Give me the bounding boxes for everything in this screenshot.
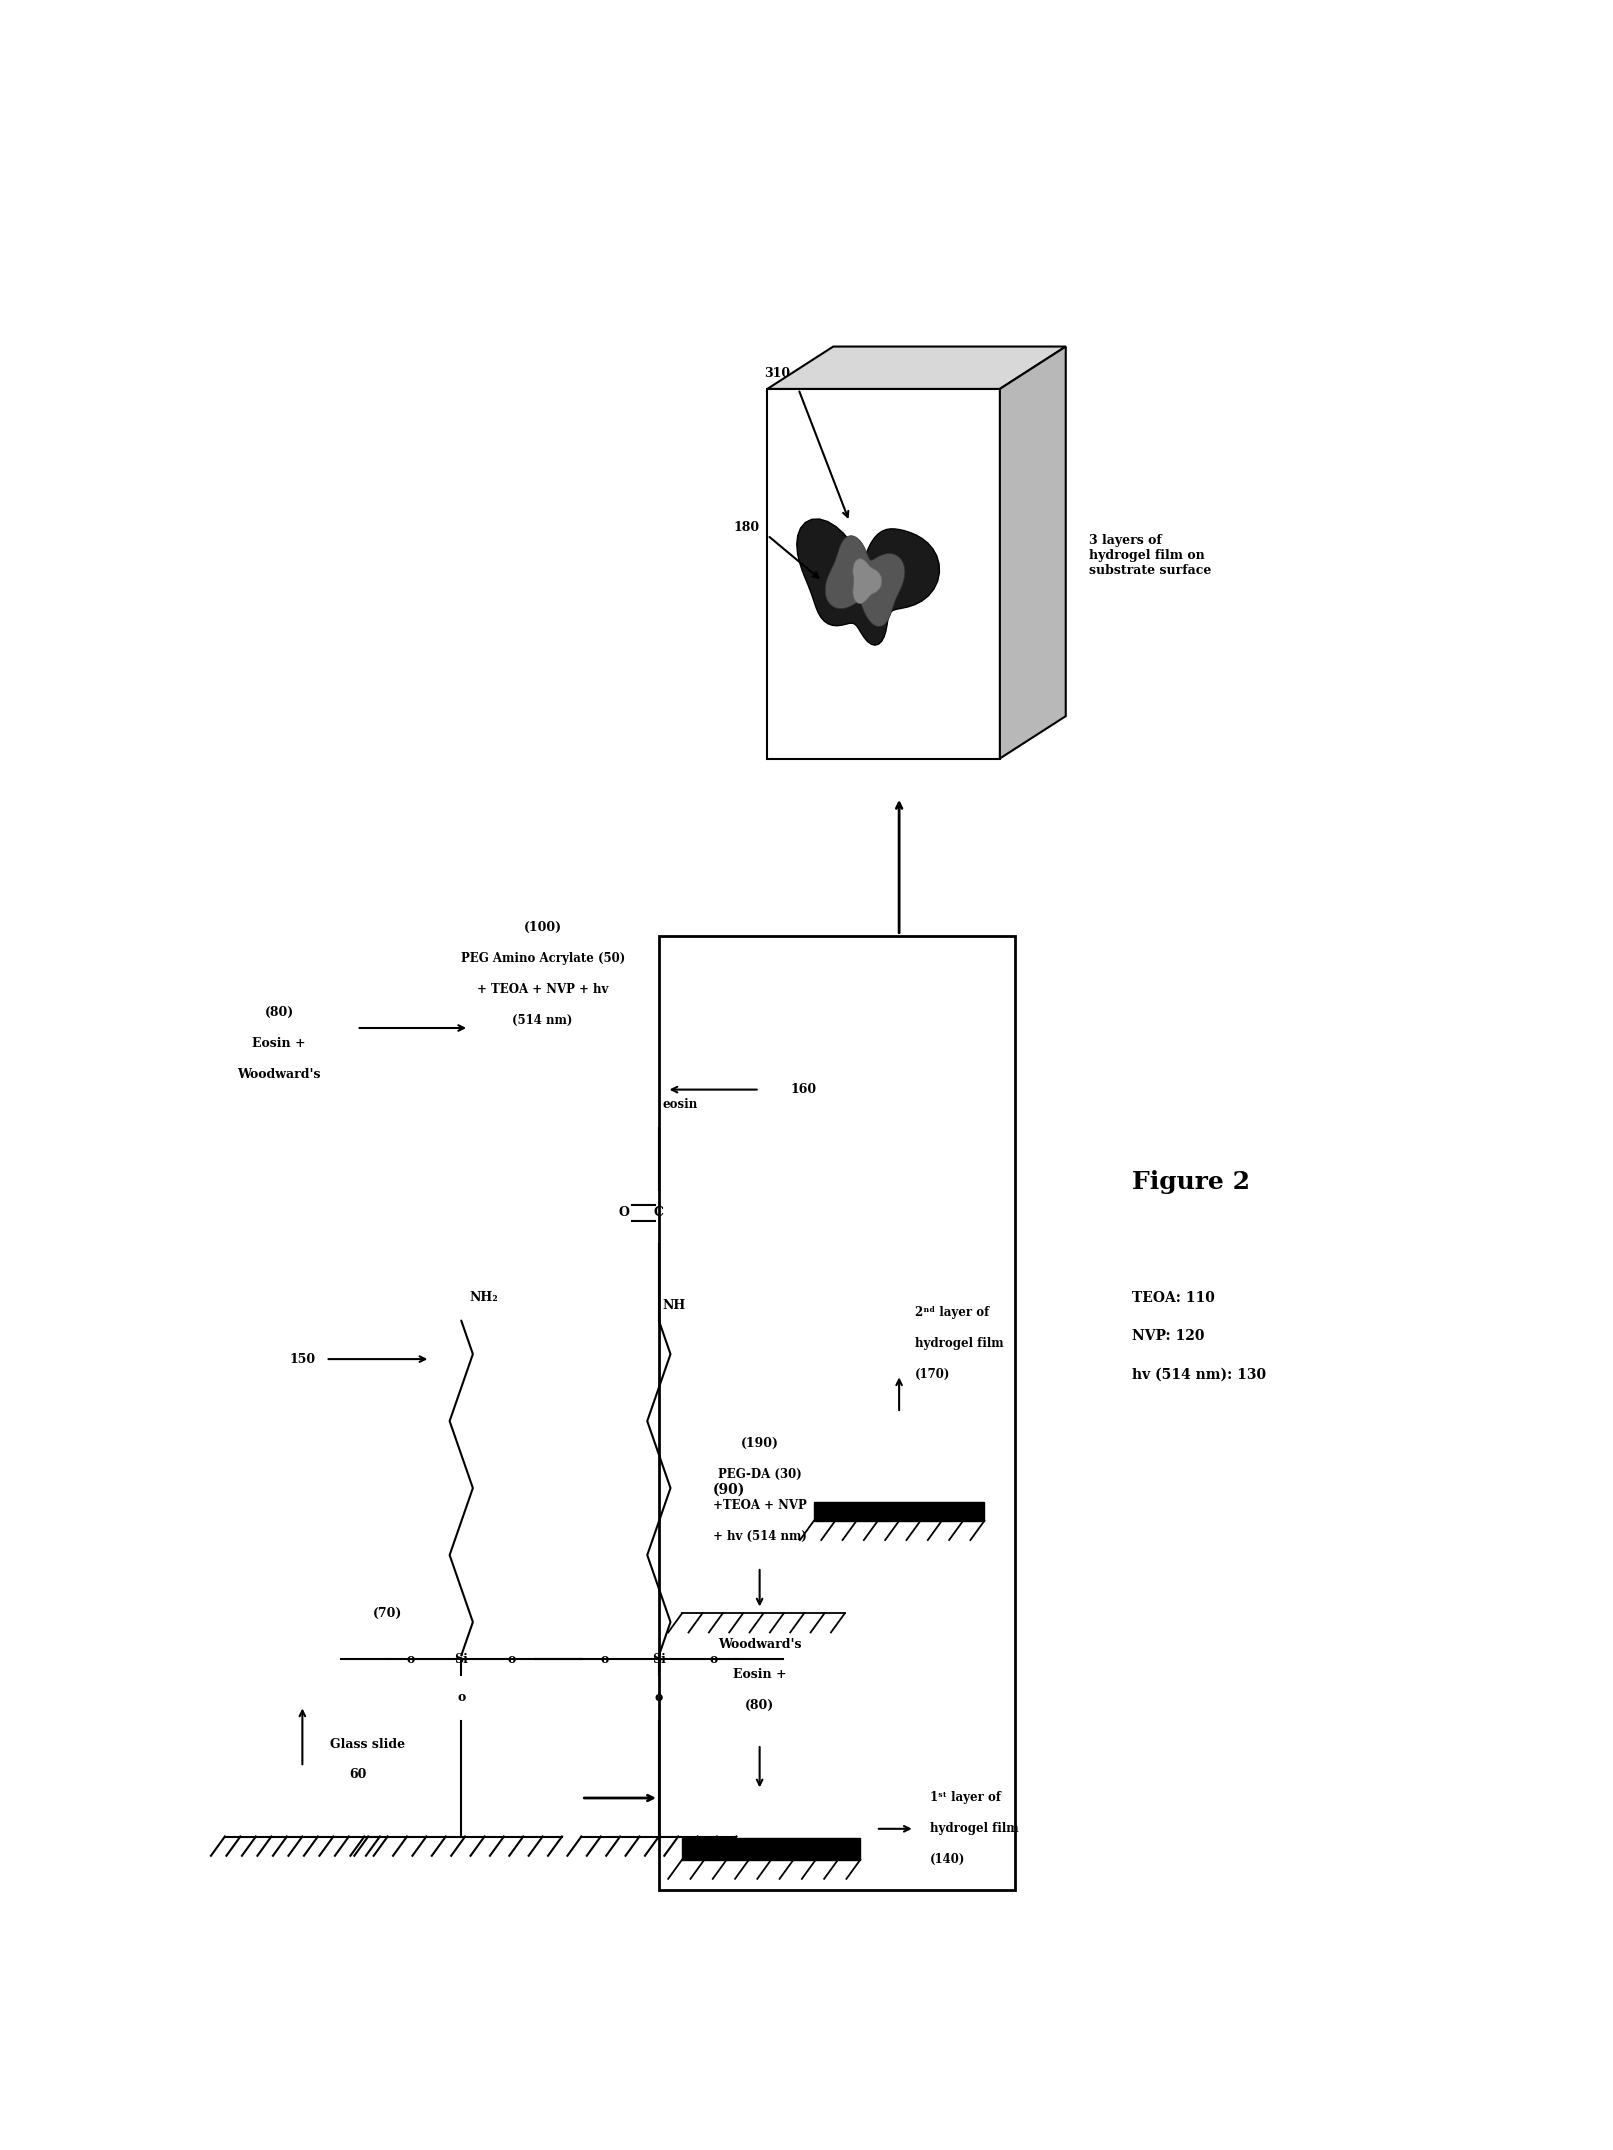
- Bar: [815, 1501, 984, 1520]
- Text: (70): (70): [373, 1606, 402, 1619]
- Polygon shape: [768, 346, 1066, 389]
- Text: NH: NH: [663, 1299, 686, 1312]
- Text: + TEOA + NVP + hv: + TEOA + NVP + hv: [477, 983, 608, 995]
- Text: 160: 160: [790, 1084, 816, 1096]
- Text: 310: 310: [765, 368, 790, 381]
- Text: o: o: [710, 1653, 718, 1666]
- Text: 180: 180: [734, 520, 760, 533]
- Text: Si: Si: [455, 1653, 468, 1666]
- Polygon shape: [853, 559, 882, 604]
- Text: Eosin +: Eosin +: [252, 1036, 306, 1049]
- Polygon shape: [1000, 346, 1066, 759]
- Text: (514 nm): (514 nm): [513, 1015, 573, 1028]
- Text: o: o: [655, 1692, 663, 1705]
- Polygon shape: [797, 518, 939, 645]
- Text: Glass slide: Glass slide: [329, 1737, 405, 1750]
- Text: (190): (190): [740, 1438, 779, 1451]
- Text: (100): (100): [524, 922, 561, 935]
- Text: (140): (140): [931, 1853, 966, 1866]
- Text: Si: Si: [652, 1653, 666, 1666]
- Text: PEG-DA (30): PEG-DA (30): [718, 1468, 802, 1481]
- Text: TEOA: 110: TEOA: 110: [1132, 1290, 1215, 1305]
- Polygon shape: [768, 389, 1000, 759]
- Text: o: o: [456, 1692, 466, 1705]
- Text: Eosin +: Eosin +: [732, 1668, 787, 1681]
- Bar: [658, 935, 1015, 1890]
- Text: 1ˢᵗ layer of: 1ˢᵗ layer of: [931, 1791, 1002, 1804]
- Text: NH₂: NH₂: [469, 1290, 498, 1305]
- Text: Figure 2: Figure 2: [1132, 1170, 1250, 1193]
- Text: hydrogel film: hydrogel film: [915, 1337, 1003, 1350]
- Text: C: C: [653, 1206, 665, 1219]
- Bar: [682, 1838, 860, 1860]
- Text: NVP: 120: NVP: 120: [1132, 1329, 1205, 1344]
- Text: o: o: [508, 1653, 516, 1666]
- Text: 150: 150: [289, 1352, 316, 1365]
- Text: 2ⁿᵈ layer of: 2ⁿᵈ layer of: [915, 1307, 989, 1320]
- Polygon shape: [826, 535, 905, 626]
- Text: (90): (90): [713, 1483, 745, 1496]
- Text: o: o: [406, 1653, 415, 1666]
- Text: +TEOA + NVP: +TEOA + NVP: [713, 1499, 806, 1511]
- Text: o: o: [600, 1653, 608, 1666]
- Text: (170): (170): [915, 1367, 950, 1380]
- Text: (80): (80): [265, 1006, 294, 1019]
- Text: 3 layers of
hydrogel film on
substrate surface: 3 layers of hydrogel film on substrate s…: [1089, 533, 1211, 576]
- Text: + hv (514 nm): + hv (514 nm): [713, 1529, 806, 1544]
- Text: Woodward's: Woodward's: [718, 1638, 802, 1651]
- Text: eosin: eosin: [663, 1099, 698, 1112]
- Text: Woodward's: Woodward's: [237, 1069, 321, 1081]
- Text: O: O: [618, 1206, 629, 1219]
- Text: hv (514 nm): 130: hv (514 nm): 130: [1132, 1367, 1266, 1382]
- Text: (80): (80): [745, 1698, 774, 1711]
- Text: PEG Amino Acrylate (50): PEG Amino Acrylate (50): [460, 952, 624, 965]
- Text: 60: 60: [348, 1769, 366, 1782]
- Text: hydrogel film: hydrogel film: [931, 1823, 1019, 1836]
